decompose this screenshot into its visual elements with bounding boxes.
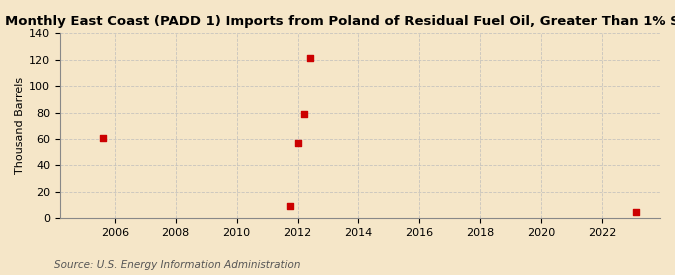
Point bbox=[285, 204, 296, 209]
Point bbox=[304, 56, 315, 60]
Text: Source: U.S. Energy Information Administration: Source: U.S. Energy Information Administ… bbox=[54, 260, 300, 270]
Point bbox=[97, 136, 108, 140]
Point bbox=[630, 210, 641, 214]
Title: Monthly East Coast (PADD 1) Imports from Poland of Residual Fuel Oil, Greater Th: Monthly East Coast (PADD 1) Imports from… bbox=[5, 15, 675, 28]
Point bbox=[298, 112, 309, 116]
Y-axis label: Thousand Barrels: Thousand Barrels bbox=[15, 77, 25, 174]
Point bbox=[292, 141, 303, 145]
